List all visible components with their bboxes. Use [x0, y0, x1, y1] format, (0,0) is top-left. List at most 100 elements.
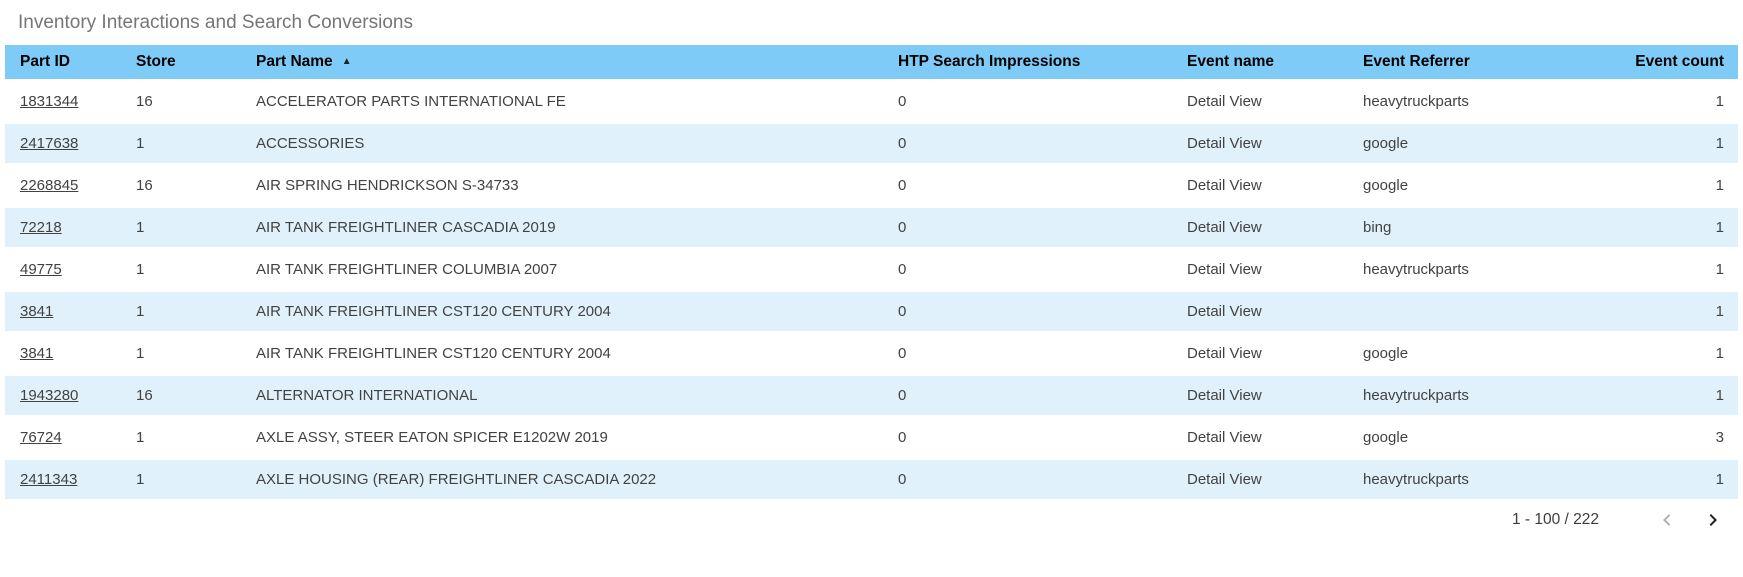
cell-part-id: 2411343	[5, 460, 136, 499]
cell-event-count: 3	[1558, 418, 1738, 457]
cell-event-count: 1	[1558, 82, 1738, 121]
cell-htp-search-impressions: 0	[898, 208, 1187, 247]
part-id-link[interactable]: 76724	[20, 429, 62, 446]
cell-part-id: 49775	[5, 250, 136, 289]
cell-part-name: AIR TANK FREIGHTLINER CASCADIA 2019	[256, 208, 898, 247]
cell-event-count: 1	[1558, 124, 1738, 163]
column-header-label: Event name	[1187, 53, 1275, 70]
column-header-htp-search-impressions[interactable]: HTP Search Impressions	[898, 45, 1187, 79]
table-row: 72218 1 AIR TANK FREIGHTLINER CASCADIA 201…	[5, 208, 1738, 247]
chevron-right-icon	[1701, 508, 1725, 532]
column-header-store[interactable]: Store	[136, 45, 256, 79]
cell-event-name: Detail View	[1187, 124, 1363, 163]
cell-store: 1	[136, 292, 256, 331]
cell-event-referrer: heavytruckparts	[1363, 376, 1558, 415]
part-id-link[interactable]: 1943280	[20, 387, 79, 404]
prev-page-button[interactable]	[1655, 508, 1679, 532]
cell-event-name: Detail View	[1187, 82, 1363, 121]
cell-store: 1	[136, 418, 256, 457]
part-id-link[interactable]: 1831344	[20, 93, 79, 110]
column-header-label: Event Referrer	[1363, 53, 1470, 70]
page-title: Inventory Interactions and Search Conver…	[18, 12, 413, 33]
sort-ascending-icon: ▲	[341, 56, 352, 67]
part-id-link[interactable]: 2268845	[20, 177, 79, 194]
cell-part-name: ALTERNATOR INTERNATIONAL	[256, 376, 898, 415]
cell-event-count: 1	[1558, 334, 1738, 373]
cell-htp-search-impressions: 0	[898, 376, 1187, 415]
column-header-part-id[interactable]: Part ID	[5, 45, 136, 79]
column-header-label: Part ID	[20, 53, 70, 70]
part-id-link[interactable]: 3841	[20, 345, 54, 362]
cell-event-count: 1	[1558, 376, 1738, 415]
cell-part-id: 76724	[5, 418, 136, 457]
cell-store: 16	[136, 82, 256, 121]
cell-event-name: Detail View	[1187, 292, 1363, 331]
cell-event-referrer: heavytruckparts	[1363, 250, 1558, 289]
cell-part-name: AIR SPRING HENDRICKSON S-34733	[256, 166, 898, 205]
cell-store: 1	[136, 460, 256, 499]
cell-event-referrer: google	[1363, 334, 1558, 373]
cell-event-name: Detail View	[1187, 208, 1363, 247]
cell-event-referrer: google	[1363, 418, 1558, 457]
column-header-event-name[interactable]: Event name	[1187, 45, 1363, 79]
part-id-link[interactable]: 2411343	[20, 471, 78, 488]
cell-htp-search-impressions: 0	[898, 166, 1187, 205]
column-header-event-count[interactable]: Event count	[1558, 45, 1738, 79]
part-id-link[interactable]: 3841	[20, 303, 54, 320]
cell-event-count: 1	[1558, 292, 1738, 331]
cell-event-count: 1	[1558, 460, 1738, 499]
cell-event-count: 1	[1558, 250, 1738, 289]
cell-part-id: 3841	[5, 292, 136, 331]
part-id-link[interactable]: 72218	[20, 219, 62, 236]
cell-event-referrer: heavytruckparts	[1363, 82, 1558, 121]
column-header-label: HTP Search Impressions	[898, 53, 1081, 70]
table-row: 1831344 16 ACCELERATOR PARTS INTERNATIONAL…	[5, 82, 1738, 121]
cell-event-referrer	[1363, 292, 1558, 331]
data-table: Part ID Store Part Name ▲ HTP Search Impr…	[5, 42, 1738, 502]
cell-part-name: AIR TANK FREIGHTLINER CST120 CENTURY 200…	[256, 334, 898, 373]
cell-htp-search-impressions: 0	[898, 460, 1187, 499]
cell-htp-search-impressions: 0	[898, 418, 1187, 457]
cell-part-name: AXLE HOUSING (REAR) FREIGHTLINER CASCADI…	[256, 460, 898, 499]
cell-event-name: Detail View	[1187, 334, 1363, 373]
cell-htp-search-impressions: 0	[898, 250, 1187, 289]
part-id-link[interactable]: 49775	[20, 261, 62, 278]
cell-part-id: 2417638	[5, 124, 136, 163]
cell-event-count: 1	[1558, 208, 1738, 247]
table-row: 3841 1 AIR TANK FREIGHTLINER CST120 CENTUR…	[5, 292, 1738, 331]
column-header-label: Event count	[1635, 53, 1724, 70]
cell-event-referrer: google	[1363, 124, 1558, 163]
cell-part-name: ACCESSORIES	[256, 124, 898, 163]
cell-part-name: AIR TANK FREIGHTLINER COLUMBIA 2007	[256, 250, 898, 289]
cell-part-id: 1943280	[5, 376, 136, 415]
table-row: 2411343 1 AXLE HOUSING (REAR) FREIGHTLINER…	[5, 460, 1738, 499]
table-row: 2417638 1 ACCESSORIES 0 Detail View google 1	[5, 124, 1738, 163]
column-header-part-name[interactable]: Part Name ▲	[256, 45, 898, 79]
cell-part-name: ACCELERATOR PARTS INTERNATIONAL FE	[256, 82, 898, 121]
cell-part-id: 2268845	[5, 166, 136, 205]
cell-part-id: 72218	[5, 208, 136, 247]
column-header-label: Store	[136, 53, 176, 70]
cell-event-referrer: bing	[1363, 208, 1558, 247]
table-row: 3841 1 AIR TANK FREIGHTLINER CST120 CENTUR…	[5, 334, 1738, 373]
cell-event-referrer: heavytruckparts	[1363, 460, 1558, 499]
chevron-left-icon	[1655, 508, 1679, 532]
cell-event-referrer: google	[1363, 166, 1558, 205]
cell-store: 1	[136, 124, 256, 163]
table-row: 76724 1 AXLE ASSY, STEER EATON SPICER E120…	[5, 418, 1738, 457]
cell-store: 1	[136, 250, 256, 289]
next-page-button[interactable]	[1701, 508, 1725, 532]
table-header: Part ID Store Part Name ▲ HTP Search Impr…	[5, 45, 1738, 79]
cell-part-id: 3841	[5, 334, 136, 373]
cell-store: 16	[136, 376, 256, 415]
table-row: 1943280 16 ALTERNATOR INTERNATIONAL 0 Detail…	[5, 376, 1738, 415]
cell-event-name: Detail View	[1187, 250, 1363, 289]
cell-store: 1	[136, 334, 256, 373]
column-header-event-referrer[interactable]: Event Referrer	[1363, 45, 1558, 79]
cell-part-name: AXLE ASSY, STEER EATON SPICER E1202W 201…	[256, 418, 898, 457]
table-row: 2268845 16 AIR SPRING HENDRICKSON S-34733 0…	[5, 166, 1738, 205]
cell-event-name: Detail View	[1187, 376, 1363, 415]
part-id-link[interactable]: 2417638	[20, 135, 79, 152]
cell-event-name: Detail View	[1187, 418, 1363, 457]
